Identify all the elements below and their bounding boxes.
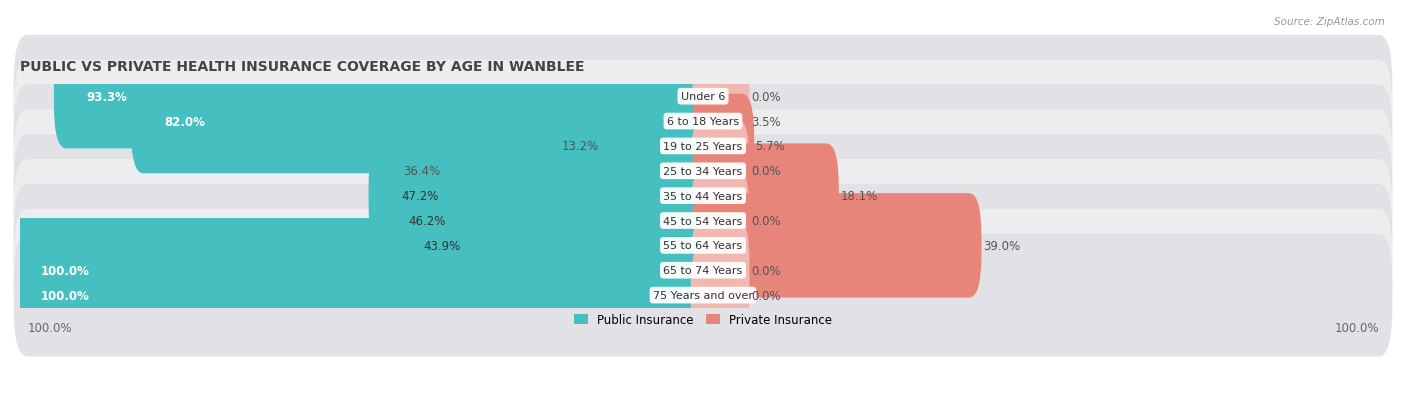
FancyBboxPatch shape (690, 45, 749, 149)
FancyBboxPatch shape (600, 95, 716, 199)
Text: 100.0%: 100.0% (27, 321, 72, 335)
Text: 100.0%: 100.0% (41, 264, 90, 277)
FancyBboxPatch shape (14, 185, 1392, 307)
Text: 0.0%: 0.0% (751, 165, 780, 178)
Text: 82.0%: 82.0% (163, 115, 205, 128)
FancyBboxPatch shape (53, 45, 716, 149)
FancyBboxPatch shape (690, 218, 749, 323)
FancyBboxPatch shape (14, 209, 1392, 332)
Text: 39.0%: 39.0% (983, 239, 1019, 252)
Text: 75 Years and over: 75 Years and over (652, 290, 754, 300)
Text: Source: ZipAtlas.com: Source: ZipAtlas.com (1274, 17, 1385, 26)
FancyBboxPatch shape (14, 234, 1392, 357)
Text: 55 to 64 Years: 55 to 64 Years (664, 241, 742, 251)
Text: 36.4%: 36.4% (404, 165, 441, 178)
FancyBboxPatch shape (690, 194, 981, 298)
FancyBboxPatch shape (14, 85, 1392, 208)
Text: 19 to 25 Years: 19 to 25 Years (664, 142, 742, 152)
FancyBboxPatch shape (443, 119, 716, 223)
Text: 100.0%: 100.0% (1334, 321, 1379, 335)
FancyBboxPatch shape (690, 169, 749, 273)
Text: PUBLIC VS PRIVATE HEALTH INSURANCE COVERAGE BY AGE IN WANBLEE: PUBLIC VS PRIVATE HEALTH INSURANCE COVER… (21, 60, 585, 74)
Text: 65 to 74 Years: 65 to 74 Years (664, 266, 742, 275)
Text: 0.0%: 0.0% (751, 214, 780, 228)
FancyBboxPatch shape (375, 169, 716, 273)
Text: 35 to 44 Years: 35 to 44 Years (664, 191, 742, 201)
Text: 6 to 18 Years: 6 to 18 Years (666, 117, 740, 127)
Text: 93.3%: 93.3% (87, 90, 128, 104)
Text: 25 to 34 Years: 25 to 34 Years (664, 166, 742, 176)
FancyBboxPatch shape (391, 194, 716, 298)
Text: 46.2%: 46.2% (408, 214, 446, 228)
Text: 43.9%: 43.9% (423, 239, 461, 252)
Text: 0.0%: 0.0% (751, 90, 780, 104)
FancyBboxPatch shape (131, 70, 716, 174)
Text: 45 to 54 Years: 45 to 54 Years (664, 216, 742, 226)
FancyBboxPatch shape (690, 95, 754, 199)
Text: 0.0%: 0.0% (751, 289, 780, 302)
Text: 13.2%: 13.2% (562, 140, 599, 153)
Text: 18.1%: 18.1% (841, 190, 877, 203)
FancyBboxPatch shape (690, 243, 749, 347)
Text: 100.0%: 100.0% (41, 289, 90, 302)
Text: 0.0%: 0.0% (751, 264, 780, 277)
Text: 5.7%: 5.7% (755, 140, 786, 153)
FancyBboxPatch shape (8, 243, 716, 347)
Text: 3.5%: 3.5% (751, 115, 780, 128)
FancyBboxPatch shape (690, 144, 839, 248)
FancyBboxPatch shape (14, 61, 1392, 183)
FancyBboxPatch shape (690, 70, 749, 174)
FancyBboxPatch shape (14, 135, 1392, 257)
FancyBboxPatch shape (368, 144, 716, 248)
FancyBboxPatch shape (14, 160, 1392, 282)
FancyBboxPatch shape (8, 218, 716, 323)
Legend: Public Insurance, Private Insurance: Public Insurance, Private Insurance (569, 309, 837, 331)
FancyBboxPatch shape (14, 36, 1392, 158)
Text: Under 6: Under 6 (681, 92, 725, 102)
FancyBboxPatch shape (690, 119, 749, 223)
FancyBboxPatch shape (14, 110, 1392, 233)
Text: 47.2%: 47.2% (401, 190, 439, 203)
